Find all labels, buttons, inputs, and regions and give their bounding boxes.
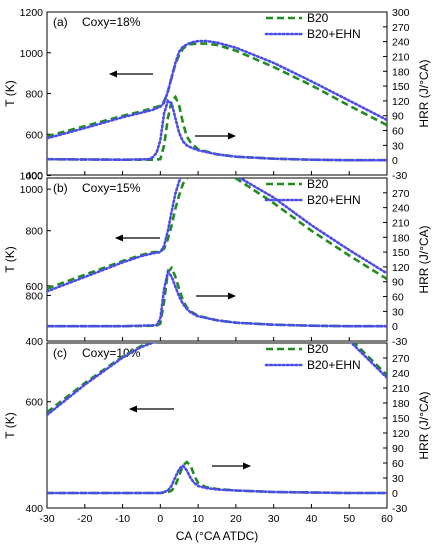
panel-label: (a) [53,15,68,29]
x-tick-label: -30 [39,513,54,525]
left-tick-label: 400 [25,170,43,182]
panel-frame [46,342,388,509]
panel-2: 4006008001000-30030609012015018021024027… [3,184,431,515]
condition-label: Coxy=18% [82,15,141,29]
right-tick-label: -30 [392,336,407,348]
right-tick-label: 30 [392,473,404,485]
series-b20-hrr-line [47,460,387,495]
right-axis-title: HRR (J/°CA) [417,391,431,459]
right-tick-label: 0 [392,488,398,500]
right-tick-label: 240 [392,37,410,49]
right-tick-label: 120 [392,96,410,108]
right-tick-label: 210 [392,383,410,395]
x-tick-label: 20 [230,513,242,525]
panel-0: 400 600 800 1000 1200 -30 0 30 60 90 120 150 180 210 2… [3,7,431,182]
legend-label: B20+EHN [307,358,361,372]
right-tick-label: 60 [392,126,404,138]
right-tick-label: 150 [392,247,410,259]
right-tick-label: 90 [392,443,404,455]
left-tick-label: 800 [25,226,43,238]
left-tick-label: 600 [25,397,43,409]
right-tick-label: 270 [392,188,410,200]
panel-label: (c) [53,346,67,360]
x-tick-label: 0 [157,513,163,525]
panel-frame [46,177,388,342]
x-tick-label: 40 [306,513,318,525]
series-b20-ehn-t-line [47,343,387,417]
panel-label: (b) [53,181,68,195]
series-b20-ehn-t-line [47,39,387,140]
x-tick-label: -20 [77,513,92,525]
right-tick-label: 150 [392,413,410,425]
legend-label: B20+EHN [307,27,361,41]
legend-label: B20 [307,342,329,356]
series-b20-ehn-hrr-line [47,268,387,328]
left-tick-label: 400 [25,336,43,348]
legend-label: B20+EHN [307,193,361,207]
right-tick-label: 30 [392,140,404,152]
right-tick-label: -30 [392,170,407,182]
right-tick-label: 270 [392,22,410,34]
right-tick-label: -30 [392,503,407,515]
right-tick-label: 210 [392,51,410,63]
left-axis-title: T (K) [3,80,17,106]
x-axis-title: CA (°CA ATDC) [176,529,259,543]
series-b20-hrr-line [47,265,387,328]
right-tick-label: 210 [392,217,410,229]
x-tick-label: 10 [192,513,204,525]
series-b20-ehn-t-line [47,178,387,293]
right-tick-label: 180 [392,232,410,244]
right-tick-label: 150 [392,81,410,93]
right-tick-label: 240 [392,203,410,215]
series-b20-ehn-hrr-line [47,463,387,495]
left-tick-label: 600 [25,281,43,293]
left-tick-label: 600 [25,129,43,141]
legend-label: B20 [307,11,329,25]
right-tick-label: 30 [392,306,404,318]
series-b20-ehn-hrr-line [47,98,387,162]
legend-label: B20 [307,177,329,191]
panel-1: 4006008001000-30030609012015018021024027… [3,171,431,348]
left-tick-label: 400 [25,503,43,515]
series-b20-hrr-line [47,94,387,162]
right-tick-label: 270 [392,353,410,365]
right-tick-label: 120 [392,262,410,274]
left-tick-label: 800 [25,290,43,302]
left-tick-label: 1200 [20,7,44,19]
right-tick-label: 120 [392,428,410,440]
x-tick-label: 30 [268,513,280,525]
x-tick-label: 60 [381,513,393,525]
right-tick-label: 0 [392,321,398,333]
right-tick-label: 180 [392,398,410,410]
right-tick-label: 0 [392,155,398,167]
condition-label: Coxy=15% [82,181,141,195]
right-tick-label: 240 [392,368,410,380]
right-tick-label: 60 [392,458,404,470]
x-tick-label: 50 [343,513,355,525]
right-tick-label: 180 [392,66,410,78]
left-axis-title: T (K) [3,246,17,272]
left-tick-label: 800 [25,89,43,101]
left-tick-label: 1000 [20,184,44,196]
left-tick-label: 1000 [20,171,44,183]
right-tick-label: 300 [392,7,410,19]
left-tick-label: 1000 [20,48,44,60]
right-tick-label: 90 [392,277,404,289]
right-axis-title: HRR (J/°CA) [417,59,431,127]
right-axis-title: HRR (J/°CA) [417,225,431,293]
right-tick-label: 60 [392,292,404,304]
x-tick-label: -10 [115,513,130,525]
right-tick-label: 90 [392,111,404,123]
series-b20-t-line [47,42,387,138]
left-axis-title: T (K) [3,412,17,438]
